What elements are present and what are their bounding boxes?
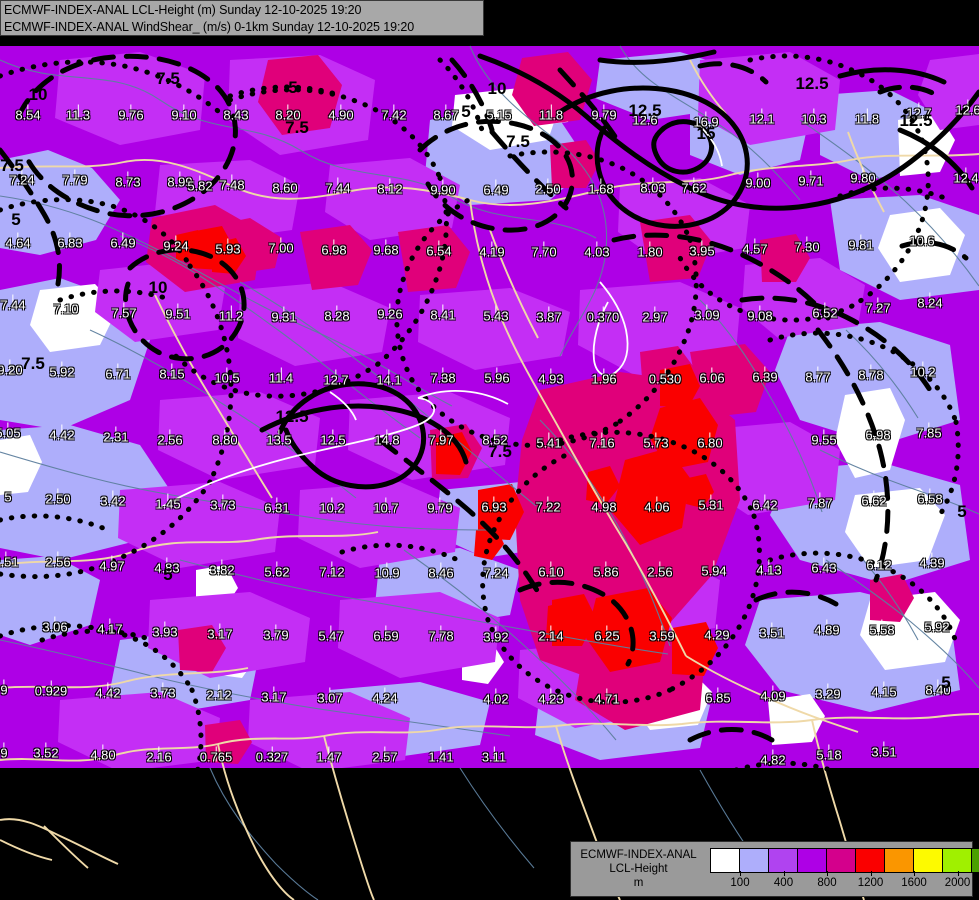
legend-units: m [633,877,644,889]
legend-swatch [885,849,914,872]
legend-tick-labels: 100 400 800 1200 1600 2000 [710,871,976,891]
legend-tick-mark [914,871,915,876]
windshear-dashed-contours [0,53,969,743]
legend-tick-mark [783,871,785,876]
borders-layer [0,59,979,900]
legend-swatch [943,849,972,872]
legend-swatch [769,849,798,872]
legend-scale: 100 400 800 1200 1600 2000 [706,846,979,892]
title-bar: ECMWF-INDEX-ANAL LCL-Height (m) Sunday 1… [0,0,484,36]
legend-tick-label: 1200 [857,877,884,889]
legend-tick-label: 1600 [901,877,927,889]
windshear-dotted-contours [0,53,961,855]
white-thin-contours [159,125,723,509]
legend-swatch [798,849,827,872]
legend-tick-mark [740,871,741,876]
legend-tick-label: 2000 [944,877,971,889]
legend-swatch [740,849,769,872]
rivers-layer [0,45,979,900]
title-line-lcl: ECMWF-INDEX-ANAL LCL-Height (m) Sunday 1… [4,3,362,17]
legend-color-swatches [710,848,979,873]
legend-tick-mark [957,871,959,876]
legend-model: ECMWF-INDEX-ANAL [580,849,697,861]
legend-tick-label: 400 [773,877,794,889]
legend-field: LCL-Height [609,863,668,875]
lcl-shaded-field [0,46,979,768]
legend-swatch [972,849,979,872]
legend-swatch [711,849,740,872]
title-line-windshear: ECMWF-INDEX-ANAL WindShear_ (m/s) 0-1km … [4,20,415,34]
legend-tick-label: 100 [730,877,750,889]
colorbar-legend: ECMWF-INDEX-ANAL LCL-Height m 100 400 800 1… [570,841,979,897]
legend-caption: ECMWF-INDEX-ANAL LCL-Height m [571,848,706,890]
legend-swatch [827,849,856,872]
legend-tick-label: 800 [817,877,837,889]
legend-swatch [914,849,943,872]
legend-tick-mark [827,871,828,876]
legend-tick-mark [870,871,872,876]
legend-swatch [856,849,885,872]
